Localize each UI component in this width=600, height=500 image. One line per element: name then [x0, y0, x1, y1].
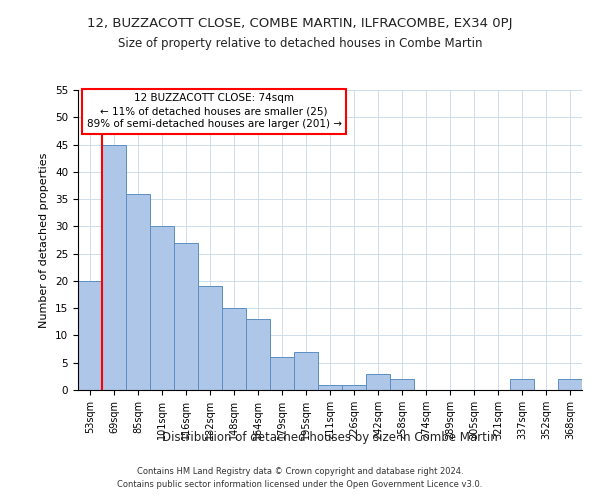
Bar — [78, 281, 102, 390]
Text: Contains HM Land Registry data © Crown copyright and database right 2024.
Contai: Contains HM Land Registry data © Crown c… — [118, 468, 482, 489]
Bar — [102, 144, 126, 390]
Bar — [294, 352, 318, 390]
Bar — [246, 319, 270, 390]
Text: 12, BUZZACOTT CLOSE, COMBE MARTIN, ILFRACOMBE, EX34 0PJ: 12, BUZZACOTT CLOSE, COMBE MARTIN, ILFRA… — [87, 18, 513, 30]
Bar — [150, 226, 174, 390]
Text: Size of property relative to detached houses in Combe Martin: Size of property relative to detached ho… — [118, 38, 482, 51]
Bar — [174, 242, 198, 390]
Bar — [198, 286, 222, 390]
Y-axis label: Number of detached properties: Number of detached properties — [40, 152, 49, 328]
Bar — [390, 379, 414, 390]
Bar — [318, 384, 342, 390]
Bar — [342, 384, 366, 390]
Bar — [366, 374, 390, 390]
Bar — [558, 379, 582, 390]
Text: Distribution of detached houses by size in Combe Martin: Distribution of detached houses by size … — [162, 431, 498, 444]
Bar — [510, 379, 534, 390]
Bar — [126, 194, 150, 390]
Bar — [270, 358, 294, 390]
Bar — [222, 308, 246, 390]
Text: 12 BUZZACOTT CLOSE: 74sqm
← 11% of detached houses are smaller (25)
89% of semi-: 12 BUZZACOTT CLOSE: 74sqm ← 11% of detac… — [86, 93, 341, 130]
